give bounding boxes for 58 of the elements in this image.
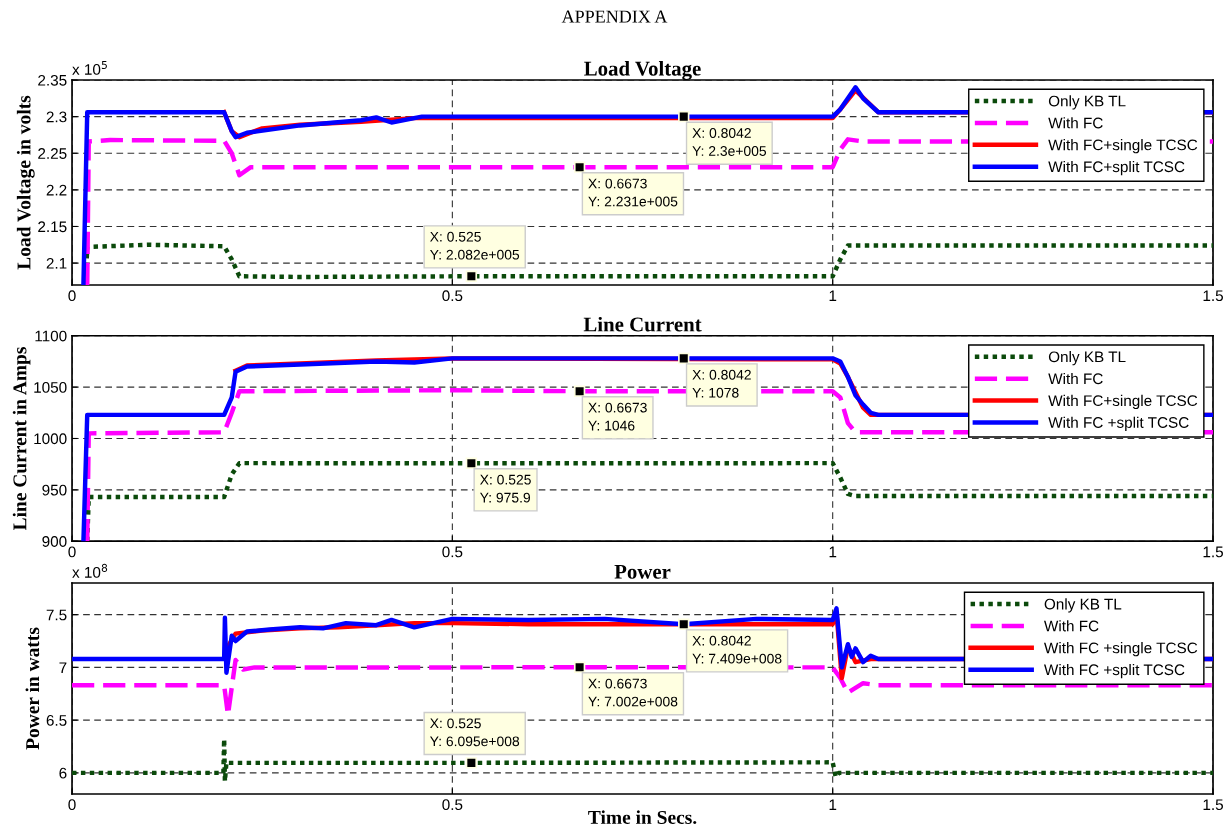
annotation: X: 0.6673 Y: 7.002e+008	[588, 678, 678, 707]
y-tick-label: 2.2	[46, 184, 67, 196]
legend-label: With FC+single TCSC	[1048, 394, 1198, 410]
annotation: X: 0.525 Y: 6.095e+008	[430, 718, 520, 747]
x-tick-label: 1.5	[1203, 546, 1223, 558]
annotation: X: 0.6673 Y: 2.231e+005	[588, 178, 678, 207]
y-tick-label: 2.3	[46, 111, 67, 123]
legend-label: With FC	[1048, 372, 1103, 385]
y-tick-label: 1000	[34, 433, 67, 445]
legend-label: Only KB TL	[1048, 95, 1126, 110]
annotation: X: 0.8042 Y: 2.3e+005	[692, 128, 767, 156]
annotation: X: 0.6673 Y: 1046	[588, 402, 647, 431]
annotation: X: 0.8042 Y: 7.409e+008	[692, 635, 782, 664]
x-tick-label: 0	[68, 290, 76, 302]
legend-label: With FC +split TCSC	[1044, 663, 1185, 679]
y-axis-title: Line Current in Amps	[12, 347, 31, 531]
legend-label: With FC +split TCSC	[1048, 416, 1189, 431]
y-tick-label: 2.35	[38, 74, 67, 86]
legend-label: Only KB TL	[1044, 598, 1122, 613]
annotation: X: 0.8042 Y: 1078	[692, 369, 751, 398]
legend-label: With FC+single TCSC	[1048, 139, 1198, 154]
chart-title: Load Voltage	[584, 60, 701, 81]
x-axis-title: Time in Secs.	[588, 810, 697, 825]
y-tick-label: 6.5	[46, 715, 67, 726]
y-tick-label: 7.5	[46, 609, 67, 621]
x-tick-label: 1	[829, 546, 837, 558]
x-tick-label: 1	[829, 290, 837, 301]
annotation: X: 0.525 Y: 975.9	[480, 474, 531, 503]
y-tick-label: 1100	[35, 330, 67, 342]
y-tick-label: 6	[59, 767, 67, 779]
y-tick-label: 1050	[34, 382, 67, 393]
y-tick-label: 2.1	[46, 257, 67, 269]
annotation: X: 0.525 Y: 2.082e+005	[430, 231, 520, 260]
x-tick-label: 0.5	[442, 546, 463, 558]
x-tick-label: 1.5	[1203, 799, 1223, 811]
x-tick-label: 0	[68, 546, 76, 558]
y-tick-label: 2.25	[38, 148, 67, 159]
legend-label: With FC	[1044, 620, 1099, 632]
x-tick-label: 1	[829, 799, 837, 810]
y-tick-label: 950	[42, 484, 67, 496]
x-tick-label: 0.5	[442, 290, 463, 302]
y-tick-label: 7	[59, 662, 67, 673]
text: x 10$^{8}$	[72, 563, 108, 578]
chart-subtitle: APPENDIX A	[561, 10, 668, 23]
legend-label: With FC +single TCSC	[1044, 642, 1198, 657]
x-tick-label: 0	[68, 799, 76, 811]
y-tick-label: 2.15	[38, 221, 67, 233]
y-axis-title: Load Voltage in volts	[16, 95, 35, 270]
chart-title: Power	[614, 564, 671, 579]
x-tick-label: 0.5	[442, 799, 463, 811]
text: x 10$^{5}$	[72, 61, 107, 75]
legend-label: With FC+split TCSC	[1048, 160, 1185, 176]
chart-title: Line Current	[583, 316, 702, 332]
y-tick-label: 900	[42, 536, 67, 547]
y-axis-title: Power in watts	[25, 627, 40, 750]
legend-label: Only KB TL	[1048, 351, 1126, 366]
legend-label: With FC	[1048, 117, 1103, 129]
x-tick-label: 1.5	[1203, 290, 1223, 302]
